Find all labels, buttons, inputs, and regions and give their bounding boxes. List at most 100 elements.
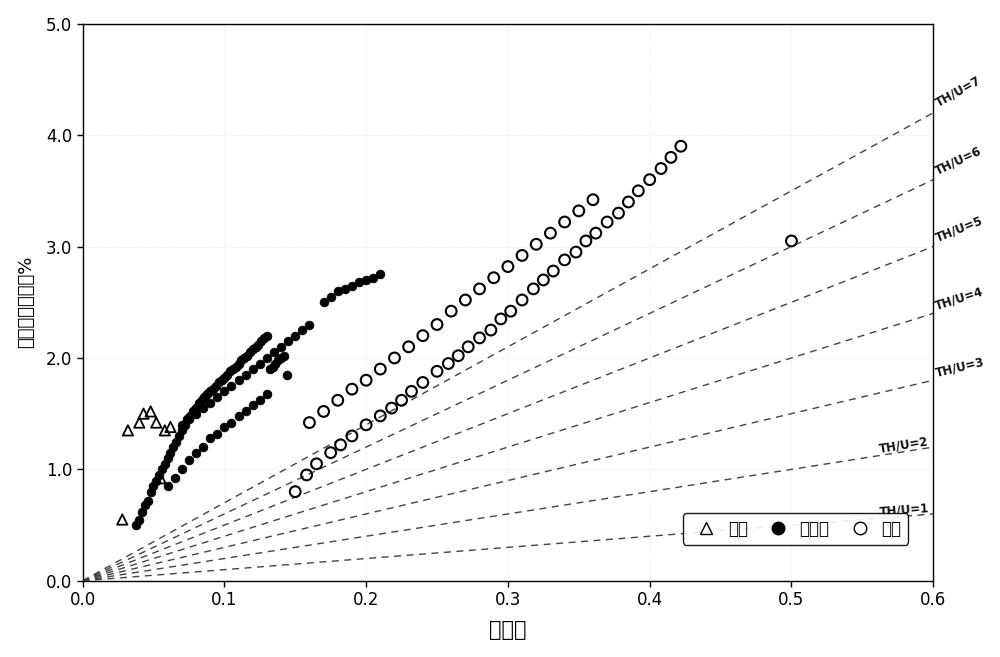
- Point: [365, 273, 381, 283]
- Point: [259, 353, 275, 363]
- Point: [252, 358, 268, 369]
- Point: [578, 236, 594, 246]
- Point: [145, 481, 161, 491]
- Point: [525, 284, 541, 294]
- Point: [208, 380, 224, 391]
- Point: [316, 297, 332, 307]
- Point: [330, 395, 346, 405]
- Point: [333, 440, 349, 450]
- Point: [783, 236, 799, 246]
- Point: [384, 403, 400, 413]
- Point: [209, 392, 225, 402]
- Point: [252, 395, 268, 405]
- Point: [415, 330, 431, 341]
- Point: [205, 384, 221, 394]
- Point: [403, 386, 419, 397]
- Point: [253, 336, 269, 346]
- Point: [162, 422, 178, 432]
- Point: [174, 420, 190, 430]
- Point: [273, 353, 289, 363]
- Point: [153, 473, 169, 484]
- Point: [182, 411, 198, 421]
- Point: [128, 520, 144, 530]
- Point: [185, 406, 201, 417]
- Point: [344, 431, 360, 442]
- Point: [151, 470, 167, 480]
- Point: [545, 266, 561, 277]
- Point: [394, 395, 410, 405]
- Point: [202, 433, 218, 443]
- Point: [337, 284, 353, 294]
- Point: [236, 353, 252, 363]
- Point: [372, 411, 388, 421]
- Point: [245, 344, 261, 354]
- Text: TH/U=6: TH/U=6: [933, 144, 984, 177]
- Point: [137, 500, 153, 510]
- Point: [358, 375, 374, 386]
- Point: [358, 275, 374, 285]
- Point: [503, 306, 519, 317]
- Point: [415, 377, 431, 388]
- Point: [181, 455, 197, 466]
- Text: TH/U=4: TH/U=4: [934, 284, 985, 312]
- Point: [143, 486, 159, 497]
- Point: [223, 380, 239, 391]
- Point: [225, 364, 241, 374]
- Point: [160, 453, 176, 463]
- Point: [486, 273, 502, 283]
- Point: [279, 369, 295, 380]
- Point: [157, 425, 173, 436]
- Point: [168, 436, 184, 447]
- Point: [181, 414, 197, 424]
- Point: [514, 250, 530, 261]
- Point: [673, 141, 689, 152]
- Point: [557, 255, 573, 265]
- Point: [287, 330, 303, 341]
- Point: [557, 217, 573, 227]
- Point: [136, 409, 152, 419]
- Point: [231, 411, 247, 421]
- Point: [351, 277, 367, 287]
- Point: [460, 342, 476, 352]
- Point: [216, 422, 232, 432]
- Point: [265, 361, 281, 372]
- Point: [309, 459, 325, 469]
- Point: [231, 358, 247, 369]
- Point: [238, 406, 254, 417]
- Point: [457, 295, 473, 306]
- Point: [219, 369, 235, 380]
- Legend: 陆相, 过渡相, 海相: 陆相, 过渡相, 海相: [683, 513, 908, 545]
- Point: [223, 417, 239, 428]
- Point: [599, 217, 615, 227]
- Point: [162, 447, 178, 458]
- Point: [610, 208, 626, 218]
- Point: [131, 514, 147, 525]
- Point: [266, 347, 282, 357]
- Text: TH/U=3: TH/U=3: [934, 355, 986, 379]
- Point: [202, 386, 218, 397]
- Point: [195, 442, 211, 453]
- Point: [472, 284, 488, 294]
- Point: [472, 332, 488, 343]
- Y-axis label: 总有机碳含量，%: 总有机碳含量，%: [17, 256, 35, 348]
- Point: [248, 342, 264, 352]
- Point: [663, 152, 679, 163]
- Point: [316, 406, 332, 417]
- Point: [276, 350, 292, 361]
- Point: [372, 364, 388, 374]
- Point: [245, 364, 261, 374]
- Point: [386, 353, 402, 363]
- Point: [256, 332, 272, 343]
- Point: [542, 228, 558, 238]
- Point: [330, 286, 346, 296]
- Point: [483, 325, 499, 335]
- Point: [154, 464, 170, 474]
- Point: [301, 417, 317, 428]
- Point: [372, 269, 388, 280]
- Point: [259, 330, 275, 341]
- Point: [222, 366, 238, 376]
- Point: [323, 447, 339, 458]
- Point: [148, 417, 164, 428]
- Point: [148, 475, 164, 486]
- Point: [140, 495, 156, 506]
